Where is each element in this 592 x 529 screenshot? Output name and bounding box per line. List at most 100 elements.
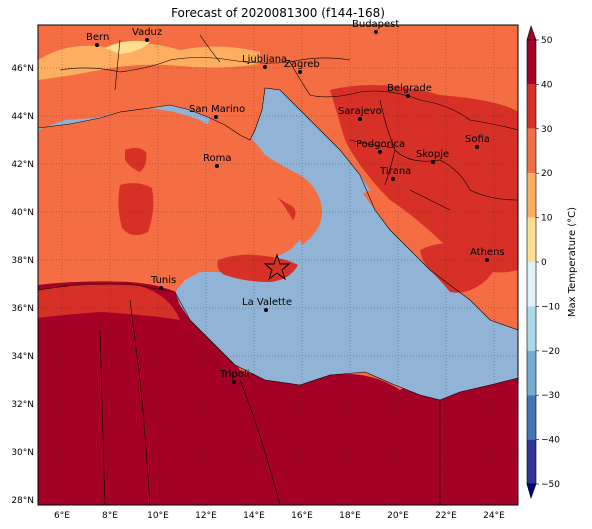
y-tick-label: 38°N [11, 256, 34, 266]
city-san-marino: San Marino [189, 104, 245, 119]
aegean-coast [505, 230, 518, 258]
city-label-tunis: Tunis [150, 275, 176, 286]
x-tick-label: 12°E [195, 511, 217, 521]
city-sarajevo: Sarajevo [338, 106, 382, 121]
country-borders [59, 34, 518, 505]
colorbar-label: Max Temperature (°C) [567, 207, 578, 317]
y-tick-label: 44°N [11, 112, 34, 122]
city-bern: Bern [86, 32, 109, 47]
colorbar-segment [527, 262, 536, 307]
y-tick-label: 42°N [11, 160, 34, 170]
y-tick-label: 28°N [11, 496, 34, 506]
city-label-la-valette: La Valette [242, 297, 292, 308]
x-tick-label: 20°E [387, 511, 409, 521]
colorbar-tick-label: −10 [541, 302, 560, 312]
city-podgorica: Podgorica [356, 139, 405, 154]
city-tunis: Tunis [150, 275, 176, 290]
city-markers: Bern Vaduz Budapest Ljubljana Zagreb Bel… [86, 19, 505, 384]
city-skopje: Skopje [416, 149, 449, 164]
city-label-san-marino: San Marino [189, 104, 245, 115]
city-label-zagreb: Zagreb [284, 59, 320, 70]
coastline-north [38, 87, 518, 331]
city-label-tirana: Tirana [379, 166, 411, 177]
colorbar-top-arrow [526, 25, 537, 41]
colorbar: 50 40 30 20 10 0 −10 −20 −30 −40 −50 Max Temperatu… [526, 25, 578, 499]
city-label-podgorica: Podgorica [356, 139, 405, 150]
colorbar-segment [527, 84, 536, 129]
y-tick-label: 34°N [11, 352, 34, 362]
colorbar-segment [527, 439, 536, 484]
colorbar-segment [527, 128, 536, 174]
colorbar-tick-label: −20 [541, 347, 560, 357]
x-tick-label: 22°E [435, 511, 457, 521]
y-tick-label: 40°N [11, 208, 34, 218]
city-label-sofia: Sofia [465, 134, 490, 145]
sardinia [118, 183, 154, 236]
greece-peloponnese [420, 243, 500, 293]
city-budapest: Budapest [352, 19, 399, 34]
colorbar-tick-label: 20 [541, 169, 553, 179]
y-axis-ticks: 46°N 44°N 42°N 40°N 38°N 36°N 34°N 32°N … [11, 64, 34, 506]
corsica [125, 147, 147, 172]
x-tick-label: 10°E [147, 511, 169, 521]
plot-frame [37, 24, 519, 506]
city-tripoli: Tripoli [219, 369, 250, 384]
adriatic-sea [262, 95, 370, 198]
colorbar-segments [527, 40, 536, 484]
colorbar-tick-label: −40 [541, 436, 560, 446]
city-belgrade: Belgrade [387, 83, 432, 98]
colorbar-segment [527, 350, 536, 396]
y-tick-label: 30°N [11, 448, 34, 458]
city-label-athens: Athens [470, 247, 505, 258]
city-label-vaduz: Vaduz [132, 27, 162, 38]
y-tick-label: 36°N [11, 304, 34, 314]
x-tick-label: 16°E [291, 511, 313, 521]
map-title: Forecast of 2020081300 (f144-168) [171, 6, 385, 20]
colorbar-segment [527, 217, 536, 262]
colorbar-ticks: 50 40 30 20 10 0 −10 −20 −30 −40 −50 [536, 36, 560, 490]
city-zagreb: Zagreb [284, 59, 320, 74]
x-tick-label: 6°E [54, 511, 70, 521]
colorbar-tick-label: 0 [541, 258, 547, 268]
x-tick-label: 8°E [102, 511, 118, 521]
x-tick-label: 14°E [243, 511, 265, 521]
city-tirana: Tirana [379, 166, 411, 181]
colorbar-segment [527, 173, 536, 218]
alps-mild-zone [105, 40, 150, 54]
colorbar-tick-label: −50 [541, 480, 560, 490]
city-ljubljana: Ljubljana [242, 54, 287, 69]
y-tick-label: 32°N [11, 400, 34, 410]
city-label-roma: Roma [203, 153, 232, 164]
city-label-tripoli: Tripoli [219, 369, 250, 380]
city-label-belgrade: Belgrade [387, 83, 432, 94]
colorbar-segment [527, 306, 536, 351]
tunisia-hot-zone [38, 284, 180, 320]
colorbar-segment [527, 40, 536, 85]
colorbar-tick-label: 50 [541, 36, 553, 46]
city-label-skopje: Skopje [416, 149, 449, 160]
city-athens: Athens [470, 247, 505, 262]
italy-peninsula [207, 118, 323, 245]
alps-warm-zone [38, 43, 260, 80]
colorbar-bottom-arrow [526, 483, 537, 499]
colorbar-tick-label: 30 [541, 125, 553, 135]
sicily [217, 254, 298, 282]
balkans-hot-zone [330, 85, 518, 273]
gridlines [38, 25, 518, 505]
city-label-budapest: Budapest [352, 19, 399, 30]
map-plot-area [38, 25, 518, 505]
city-roma: Roma [203, 153, 232, 168]
city-label-sarajevo: Sarajevo [338, 106, 382, 117]
x-tick-label: 18°E [339, 511, 361, 521]
city-vaduz: Vaduz [132, 27, 162, 42]
city-la-valette: La Valette [242, 297, 292, 312]
colorbar-tick-label: 10 [541, 214, 553, 224]
city-label-ljubljana: Ljubljana [242, 54, 287, 65]
x-tick-label: 24°E [483, 511, 505, 521]
star-marker-icon [263, 253, 291, 281]
y-tick-label: 46°N [11, 64, 34, 74]
colorbar-tick-label: 40 [541, 80, 553, 90]
colorbar-segment [527, 395, 536, 440]
city-sofia: Sofia [465, 134, 490, 149]
city-label-bern: Bern [86, 32, 109, 43]
